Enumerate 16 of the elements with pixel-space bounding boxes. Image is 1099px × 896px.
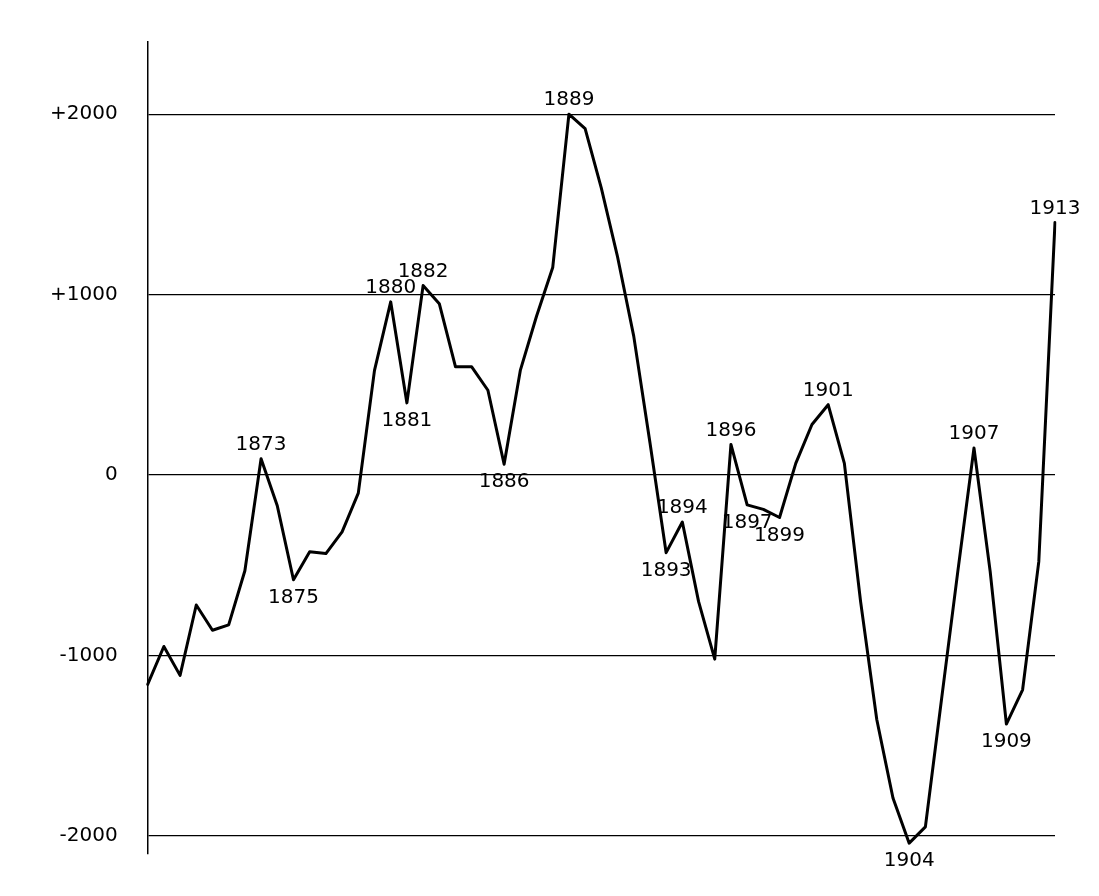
annotation: 1881 (381, 407, 433, 432)
annotation: 1875 (268, 583, 319, 608)
annotation: 1909 (980, 728, 1032, 753)
annotation: 1901 (802, 376, 854, 401)
annotation: 1913 (1029, 194, 1081, 219)
annotation: 1904 (883, 847, 935, 872)
y-tick-label: 0 (104, 461, 118, 486)
annotation: 1896 (705, 416, 757, 441)
annotation: 1889 (543, 86, 595, 111)
y-tick-label: +1000 (50, 280, 118, 305)
y-tick-label: +2000 (50, 100, 118, 125)
annotation: 1907 (948, 420, 1000, 445)
annotation: 1873 (235, 431, 287, 456)
y-tick-label: -1000 (59, 641, 118, 666)
annotation: 1893 (640, 556, 692, 581)
y-tick-label: -2000 (59, 822, 118, 847)
